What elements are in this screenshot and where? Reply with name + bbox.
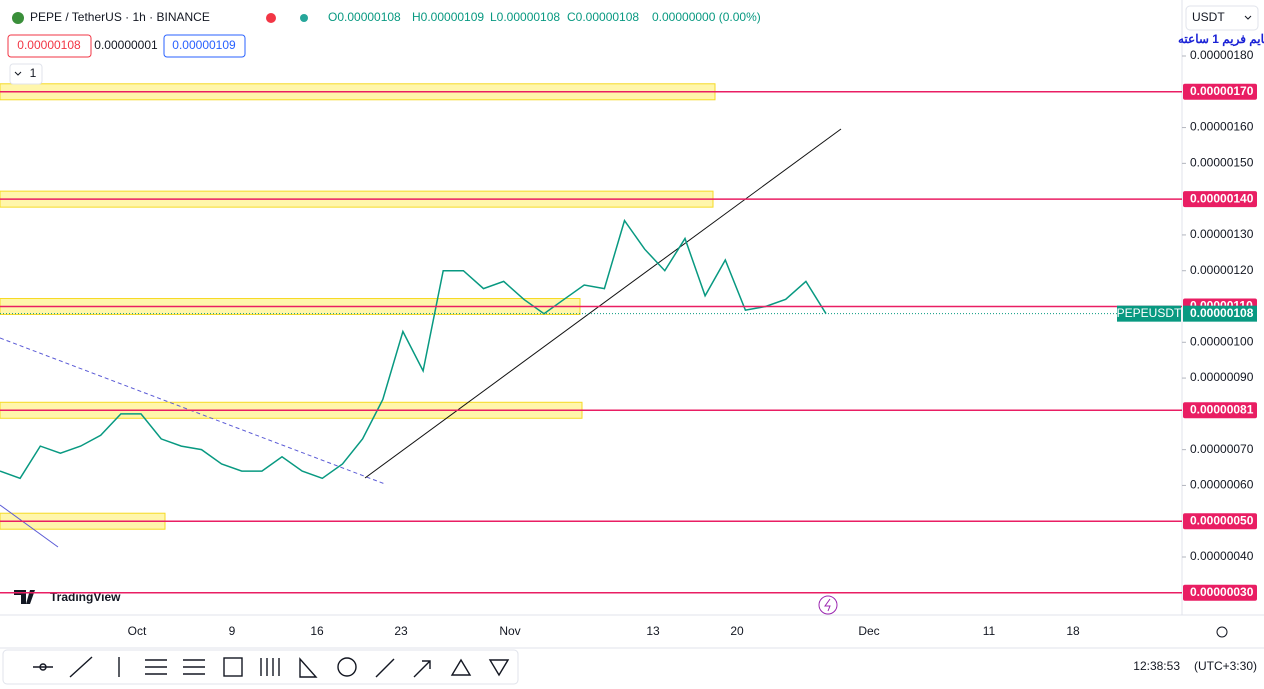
tool-arrow-down[interactable] — [488, 659, 510, 677]
level-label: 0.00000081 — [1190, 402, 1254, 416]
time-label: 23 — [394, 624, 408, 638]
tool-rect[interactable] — [223, 657, 243, 677]
collapse-button[interactable] — [9, 63, 43, 85]
collapse-count: 1 — [30, 66, 37, 80]
sell-button[interactable] — [7, 34, 92, 58]
level-label: 0.00000140 — [1190, 191, 1254, 205]
price-tick-label: 0.00000120 — [1190, 263, 1254, 277]
price-tick-label: 0.00000070 — [1190, 442, 1254, 456]
tool-gann[interactable] — [260, 658, 280, 676]
price-tick-label: 0.00000060 — [1190, 478, 1254, 492]
last-name-tag — [1117, 305, 1181, 322]
ohlc-close: C0.00000108 — [567, 10, 639, 24]
ohlc-high: H0.00000109 — [412, 10, 484, 24]
event-bolt — [824, 598, 831, 612]
time-label: 18 — [1066, 624, 1080, 638]
symbol[interactable]: PEPE / TetherUS · 1h · BINANCE — [30, 10, 210, 24]
price-tick-label: 0.00000100 — [1190, 334, 1254, 348]
timezone[interactable]: (UTC+3:30) — [1194, 659, 1257, 673]
currency: USDT — [1192, 10, 1225, 24]
chevron — [1244, 15, 1252, 20]
buy-price: 0.00000109 — [172, 38, 236, 52]
tool-fib[interactable] — [145, 659, 167, 675]
clock: 12:38:53 — [1133, 659, 1180, 673]
ohlc-change: 0.00000000 (0.00%) — [652, 10, 761, 24]
tool-brush[interactable] — [375, 658, 395, 678]
tool-hline[interactable] — [33, 663, 53, 671]
level-label: 0.00000030 — [1190, 585, 1254, 599]
time-label: 20 — [730, 624, 744, 638]
ohlc-low: L0.00000108 — [490, 10, 560, 24]
level-tag — [1183, 584, 1257, 601]
status-dot — [300, 14, 308, 22]
price-tick-label: 0.00000150 — [1190, 156, 1254, 170]
time-label: 9 — [229, 624, 236, 638]
last-price-tag — [1183, 305, 1257, 322]
price-tick-label: 0.00000090 — [1190, 370, 1254, 384]
level-tag — [1183, 83, 1257, 100]
logo: TradingView — [50, 590, 121, 604]
symbol-icon — [12, 12, 24, 24]
price-tick-label: 0.00000160 — [1190, 120, 1254, 134]
level-label: 0.00000170 — [1190, 84, 1254, 98]
time-label: 13 — [646, 624, 660, 638]
tool-arrow[interactable] — [413, 660, 431, 678]
level-tag — [1183, 513, 1257, 530]
tool-arrow-up[interactable] — [450, 658, 472, 676]
settings-icon[interactable] — [1216, 626, 1228, 638]
level-tag — [1183, 402, 1257, 419]
price-tick-label: 0.00000180 — [1190, 48, 1254, 62]
trend-line — [364, 128, 842, 479]
status-dot — [266, 13, 276, 23]
time-label: Nov — [499, 624, 520, 638]
trend-line — [0, 504, 59, 548]
spread: 0.00000001 — [94, 38, 158, 52]
tool-circle[interactable] — [337, 657, 357, 677]
event-icon[interactable] — [818, 595, 838, 615]
time-label: Dec — [858, 624, 879, 638]
last-name: PEPEUSDT — [1117, 306, 1182, 320]
tool-channel[interactable] — [183, 659, 205, 675]
level-label: 0.00000050 — [1190, 513, 1254, 527]
last-price: 0.00000108 — [1190, 306, 1254, 320]
tool-trend[interactable] — [69, 656, 93, 678]
sell-price: 0.00000108 — [17, 38, 81, 52]
level-tag — [1183, 191, 1257, 208]
chevron — [14, 71, 22, 76]
time-label: 11 — [983, 624, 996, 638]
time-label: 16 — [310, 624, 324, 638]
currency-select[interactable] — [1185, 5, 1259, 31]
tool-pattern[interactable] — [299, 657, 318, 678]
buy-button[interactable] — [163, 34, 246, 58]
price-tick-label: 0.00000130 — [1190, 227, 1254, 241]
price-tick-label: 0.00000040 — [1190, 549, 1254, 563]
ohlc-open: O0.00000108 — [328, 10, 401, 24]
price-line — [0, 218, 827, 480]
chart-title: تحلیل پپه | قسمت نهم | شش آذر 1402 | تای… — [1178, 30, 1264, 47]
time-label: Oct — [128, 624, 147, 638]
